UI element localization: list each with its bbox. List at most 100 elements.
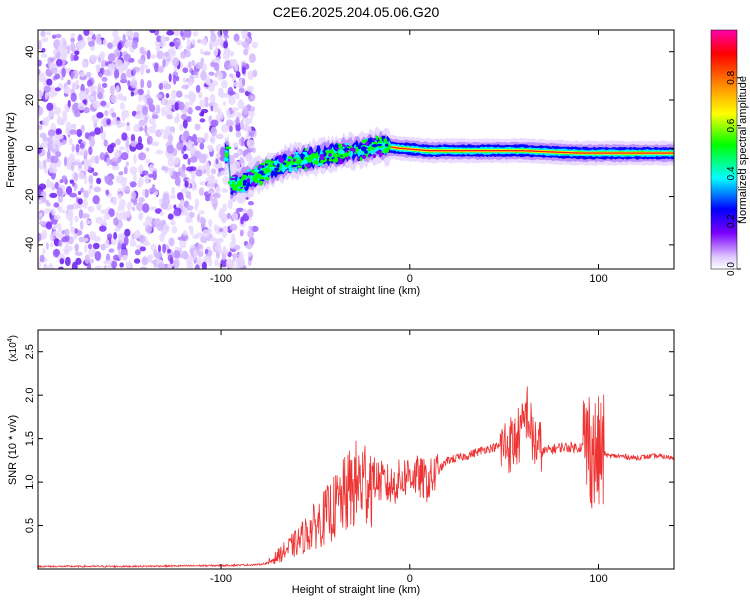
noise-blob: [189, 156, 198, 163]
noise-blob: [124, 185, 131, 193]
noise-blob: [222, 101, 227, 106]
noise-blob: [97, 92, 103, 100]
noise-blob: [220, 123, 229, 133]
noise-blob: [241, 40, 250, 49]
noise-blob: [154, 62, 159, 73]
noise-blob: [41, 229, 48, 240]
noise-blob: [125, 126, 131, 131]
noise-blob: [38, 59, 42, 67]
noise-blob: [182, 77, 187, 84]
figure-title: C2E6.2025.204.05.06.G20: [273, 4, 440, 20]
noise-blob: [171, 186, 176, 195]
noise-blob: [77, 40, 85, 50]
noise-blob: [161, 106, 167, 117]
noise-blob: [103, 260, 109, 265]
noise-blob: [87, 165, 92, 171]
noise-blob: [193, 70, 199, 76]
noise-blob: [178, 101, 185, 111]
y-tick-label: 2.5: [24, 344, 36, 359]
noise-blob: [56, 187, 63, 197]
noise-blob: [55, 128, 62, 136]
noise-blob: [87, 243, 93, 250]
ridge-blob: [269, 160, 275, 164]
ridge-blob: [321, 158, 325, 161]
noise-blob: [140, 64, 149, 70]
noise-blob: [125, 261, 129, 268]
noise-blob: [97, 56, 102, 63]
noise-blob: [180, 211, 187, 216]
noise-blob: [199, 217, 207, 225]
x-tick-label: 100: [589, 273, 607, 285]
ridge-blob: [269, 166, 275, 170]
noise-blob: [174, 101, 180, 111]
noise-blob: [85, 71, 92, 78]
noise-blob: [138, 119, 146, 127]
noise-blob: [87, 86, 94, 92]
noise-blob: [196, 213, 201, 223]
noise-blob: [50, 62, 56, 69]
ridge-blob: [305, 157, 309, 160]
y-tick-label: 0.5: [24, 518, 36, 533]
noise-blob: [80, 187, 84, 193]
noise-blob: [58, 42, 66, 53]
noise-blob: [166, 114, 173, 120]
noise-blob: [54, 73, 61, 80]
snr-y-multiplier-exp: 4: [7, 338, 14, 342]
noise-blob: [113, 68, 120, 79]
noise-blob: [166, 144, 175, 154]
noise-blob: [130, 79, 138, 89]
ridge-blob: [357, 144, 362, 150]
noise-blob: [220, 111, 224, 121]
y-tick-label: 1.5: [24, 431, 36, 446]
noise-blob: [48, 108, 54, 118]
noise-blob: [130, 91, 135, 97]
noise-blob: [70, 92, 77, 103]
ridge-blob: [231, 181, 236, 184]
noise-blob: [218, 88, 224, 93]
noise-blob: [221, 79, 228, 89]
noise-blob: [94, 265, 102, 269]
noise-blob: [144, 188, 149, 198]
noise-blob: [89, 54, 97, 64]
noise-blob: [219, 207, 224, 214]
noise-blob: [38, 199, 43, 205]
ridge-blob: [273, 167, 280, 171]
noise-blob: [226, 212, 231, 220]
noise-blob: [180, 199, 185, 207]
ridge-blob: [225, 154, 229, 158]
noise-blob: [207, 144, 214, 153]
noise-blob: [200, 48, 204, 55]
noise-blob: [51, 34, 57, 39]
ridge-blob: [300, 154, 304, 160]
noise-blob: [248, 225, 253, 231]
noise-blob: [93, 236, 101, 242]
ridge-blob: [383, 148, 390, 154]
noise-blob: [138, 196, 145, 203]
noise-blob: [53, 225, 57, 231]
noise-blob: [39, 132, 47, 139]
noise-blob: [106, 233, 113, 239]
noise-blob: [64, 234, 70, 242]
noise-blob: [181, 84, 190, 90]
noise-blob: [151, 141, 160, 147]
noise-blob: [173, 204, 177, 210]
ridge-blob: [339, 156, 346, 159]
ridge-blob: [278, 158, 285, 163]
noise-blob: [236, 112, 242, 119]
noise-blob: [66, 79, 71, 86]
noise-blob: [202, 229, 210, 238]
noise-blob: [119, 95, 127, 101]
noise-blob: [73, 172, 78, 182]
ridge-core-red: [390, 146, 674, 154]
noise-blob: [88, 174, 94, 185]
noise-blob: [185, 190, 191, 199]
colorbar-tick-label: 0.8: [726, 70, 737, 84]
noise-blob: [145, 158, 151, 164]
noise-blob: [133, 258, 141, 264]
noise-blob: [63, 245, 70, 256]
ridge-blob: [378, 140, 383, 144]
noise-blob: [80, 124, 85, 133]
noise-blob: [115, 175, 124, 184]
ridge-blob: [352, 148, 356, 154]
noise-blob: [204, 96, 209, 103]
